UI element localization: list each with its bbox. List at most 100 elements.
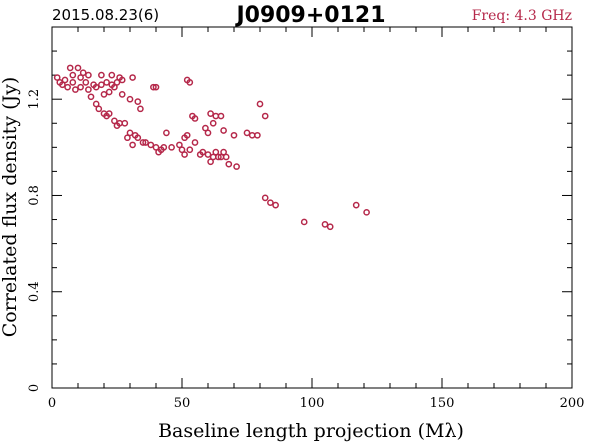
data-point — [256, 100, 264, 108]
data-point — [183, 131, 191, 139]
data-point — [199, 148, 207, 156]
data-point — [92, 83, 100, 91]
data-point — [230, 131, 238, 139]
x-tick-label: 150 — [430, 396, 455, 411]
data-point — [225, 160, 233, 168]
data-point — [118, 76, 126, 84]
data-point — [321, 220, 329, 228]
data-point — [61, 76, 69, 84]
data-point — [212, 148, 220, 156]
data-point — [69, 71, 77, 79]
data-point — [85, 71, 92, 79]
data-point — [243, 129, 251, 137]
data-point — [92, 100, 100, 108]
data-point — [254, 131, 261, 139]
data-point — [152, 83, 160, 91]
x-axis-label: Baseline length projection (Mλ) — [158, 420, 464, 442]
data-point — [186, 146, 194, 154]
data-point — [139, 139, 147, 146]
data-point — [363, 208, 370, 216]
data-point — [163, 129, 170, 137]
data-point — [220, 127, 227, 134]
x-tick-label: 100 — [300, 396, 325, 411]
data-point — [100, 91, 108, 98]
tick-labels: 0 50 100 150 200 0 0.4 0.8 1.2 — [27, 89, 584, 411]
data-point — [220, 148, 227, 156]
data-point — [204, 129, 212, 137]
data-point — [212, 112, 220, 120]
data-point — [124, 134, 131, 142]
data-point — [69, 79, 77, 86]
data-point — [261, 194, 269, 202]
data-point — [64, 83, 71, 91]
data-point — [202, 124, 209, 132]
data-point — [137, 105, 144, 113]
frequency-text: Freq: 4.3 GHz — [472, 8, 572, 24]
data-point — [152, 143, 160, 151]
data-point — [209, 119, 217, 127]
data-point — [98, 71, 105, 79]
data-point — [126, 129, 134, 137]
data-point — [77, 74, 84, 81]
data-point — [207, 110, 214, 117]
data-point — [134, 134, 142, 142]
data-point — [87, 93, 95, 101]
data-point — [176, 141, 183, 149]
data-point — [168, 143, 175, 151]
data-point — [150, 83, 157, 91]
data-point — [82, 79, 90, 86]
data-point — [204, 151, 212, 158]
observation-date: 2015.08.23(6) — [52, 6, 159, 24]
plot-frame — [51, 26, 573, 389]
y-tick-label: 0.8 — [27, 185, 42, 206]
data-point — [352, 201, 360, 209]
data-point — [207, 158, 214, 166]
data-point — [66, 64, 74, 72]
data-point — [118, 91, 126, 98]
data-point — [217, 112, 225, 120]
data-point — [267, 199, 274, 207]
data-point — [111, 117, 118, 125]
data-point — [272, 201, 279, 209]
data-point — [178, 146, 186, 154]
data-point — [233, 163, 240, 170]
data-point — [113, 79, 121, 86]
y-tick-label: 0.4 — [27, 281, 42, 302]
data-point — [326, 223, 334, 231]
data-points — [53, 64, 370, 231]
data-point — [111, 83, 118, 91]
data-point — [215, 153, 222, 161]
data-point — [126, 95, 134, 103]
data-point — [74, 64, 82, 72]
y-tick-label: 1.2 — [27, 89, 42, 110]
x-tick-label: 50 — [174, 396, 191, 411]
data-point — [105, 88, 113, 96]
data-point — [129, 74, 136, 81]
data-point — [105, 110, 113, 117]
data-point — [261, 112, 269, 120]
data-point — [222, 153, 230, 161]
data-point — [142, 139, 149, 146]
frequency-label: Freq: 4.3 GHz — [472, 8, 572, 24]
source-title: J0909+0121 — [234, 3, 385, 28]
data-point — [59, 81, 66, 89]
data-point — [248, 131, 256, 139]
data-point — [129, 141, 136, 149]
data-point — [103, 79, 110, 86]
data-point — [186, 79, 194, 86]
data-point — [77, 83, 84, 91]
data-point — [160, 143, 168, 151]
y-axis-label: Correlated flux density (Jy) — [0, 77, 21, 338]
data-point — [181, 151, 188, 158]
data-point — [108, 71, 116, 79]
data-point — [147, 141, 155, 149]
data-point — [300, 218, 308, 226]
x-tick-label: 0 — [48, 396, 56, 411]
data-point — [191, 115, 199, 122]
data-point — [85, 86, 92, 93]
data-point — [98, 81, 105, 89]
data-point — [95, 105, 103, 113]
data-point — [191, 139, 199, 146]
